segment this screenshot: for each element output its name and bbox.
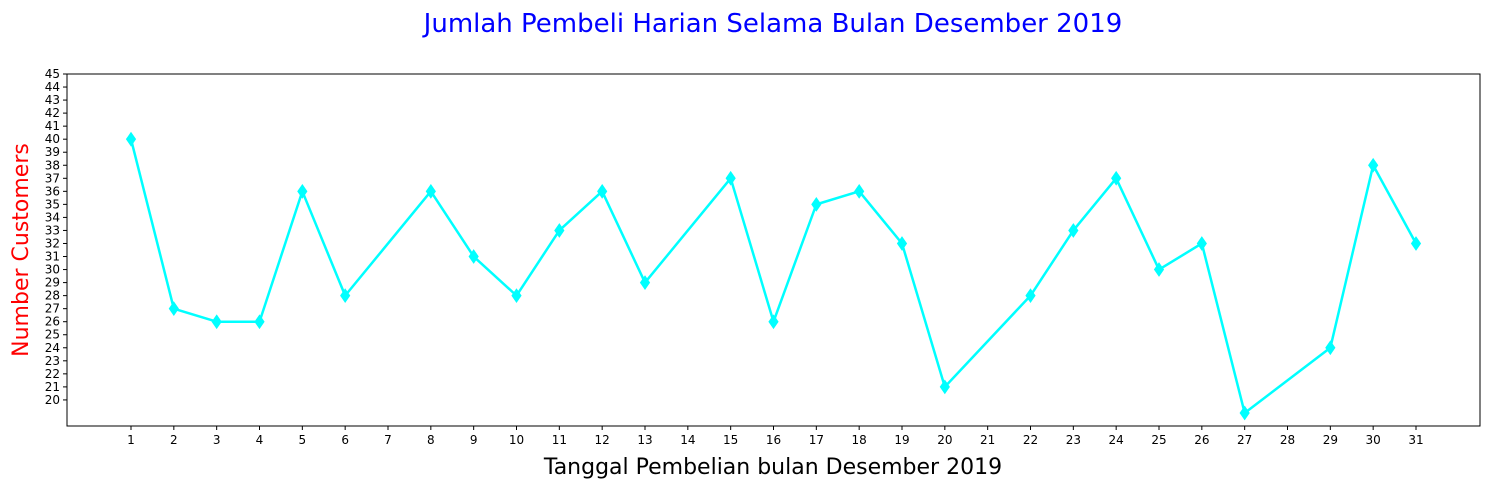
x-tick-label: 11: [552, 433, 567, 447]
y-tick-label: 39: [45, 145, 60, 159]
y-tick-label: 30: [45, 263, 60, 277]
y-tick-label: 38: [45, 158, 60, 172]
data-point-marker: [939, 379, 950, 395]
data-point-marker: [1196, 236, 1207, 251]
x-tick-label: 27: [1237, 433, 1252, 447]
x-tick-label: 3: [213, 433, 221, 447]
y-tick-label: 25: [45, 328, 60, 342]
y-tick-label: 24: [45, 341, 60, 355]
x-tick-label: 26: [1194, 433, 1209, 447]
x-tick-label: 1: [127, 433, 135, 447]
y-tick-label: 22: [45, 367, 60, 381]
y-axis: 2021222324252627282930313233343536373839…: [45, 67, 67, 407]
x-tick-label: 4: [256, 433, 264, 447]
x-tick-label: 16: [766, 433, 781, 447]
x-tick-label: 8: [427, 433, 435, 447]
y-tick-label: 31: [45, 250, 60, 264]
y-tick-label: 36: [45, 184, 60, 198]
x-axis: 1 2 3 4 5 6 7 8 9 10 11 12 13 14 15 16 17 18 19 20 21 22 23 24 2…: [127, 426, 1424, 447]
data-point-marker: [1239, 405, 1250, 421]
x-tick-label: 9: [470, 433, 478, 447]
y-tick-label: 29: [45, 276, 60, 290]
y-tick-label: 41: [45, 119, 60, 133]
data-point-marker: [768, 314, 779, 330]
y-tick-label: 28: [45, 289, 60, 303]
data-point-marker: [1368, 157, 1379, 173]
data-point-marker: [340, 288, 351, 304]
data-point-marker: [254, 314, 265, 330]
x-tick-label: 15: [723, 433, 738, 447]
x-tick-label: 7: [384, 433, 392, 447]
x-axis-title: Tanggal Pembelian bulan Desember 2019: [543, 455, 1002, 480]
chart-title: Jumlah Pembeli Harian Selama Bulan Desem…: [422, 9, 1123, 39]
data-point-marker: [1025, 288, 1036, 304]
x-tick-label: 23: [1066, 433, 1081, 447]
data-point-marker: [811, 196, 822, 212]
x-tick-label: 10: [509, 433, 524, 447]
x-tick-label: 30: [1366, 433, 1381, 447]
y-tick-label: 21: [45, 380, 60, 394]
y-tick-label: 37: [45, 171, 60, 185]
data-point-marker: [125, 131, 137, 147]
x-tick-label: 13: [637, 433, 652, 447]
x-tick-label: 25: [1151, 433, 1166, 447]
data-point-marker: [468, 249, 479, 264]
y-tick-label: 42: [45, 106, 60, 120]
x-tick-label: 18: [852, 433, 867, 447]
data-point-marker: [896, 236, 908, 251]
x-tick-label: 29: [1323, 433, 1338, 447]
data-point-marker: [425, 183, 436, 199]
data-point-marker: [725, 170, 736, 186]
x-tick-label: 24: [1109, 433, 1124, 447]
y-tick-label: 45: [45, 67, 60, 81]
y-tick-label: 44: [45, 80, 60, 94]
x-tick-label: 6: [341, 433, 349, 447]
y-tick-label: 26: [45, 315, 60, 329]
x-tick-label: 14: [680, 433, 695, 447]
data-point-marker: [1153, 262, 1165, 277]
y-tick-label: 20: [45, 393, 60, 407]
x-tick-label: 21: [980, 433, 995, 447]
y-tick-label: 34: [45, 210, 60, 224]
x-tick-label: 12: [595, 433, 610, 447]
x-tick-label: 31: [1408, 433, 1423, 447]
data-point-marker: [1068, 223, 1079, 238]
x-tick-label: 22: [1023, 433, 1038, 447]
x-tick-label: 20: [937, 433, 952, 447]
y-tick-label: 40: [45, 132, 60, 146]
data-point-marker: [639, 275, 651, 290]
x-tick-label: 19: [894, 433, 909, 447]
x-tick-label: 5: [299, 433, 307, 447]
y-tick-label: 23: [45, 354, 60, 368]
y-tick-label: 35: [45, 197, 60, 211]
series-layer: [125, 131, 1422, 421]
y-tick-label: 27: [45, 302, 60, 316]
x-tick-label: 17: [809, 433, 824, 447]
data-point-marker: [854, 183, 865, 199]
data-point-marker: [211, 314, 222, 330]
data-point-marker: [168, 301, 179, 317]
data-point-marker: [297, 183, 308, 199]
data-point-marker: [1111, 170, 1122, 186]
y-tick-label: 43: [45, 93, 60, 107]
data-point-marker: [1410, 236, 1422, 251]
y-tick-label: 32: [45, 236, 60, 250]
series-line: [129, 138, 1418, 415]
data-point-marker: [597, 183, 608, 199]
y-axis-title: Number Customers: [9, 143, 34, 357]
data-point-marker: [554, 223, 565, 238]
data-point-marker: [511, 288, 522, 304]
y-tick-label: 33: [45, 223, 60, 237]
plot-area-frame: [66, 73, 1481, 427]
x-tick-label: 2: [170, 433, 178, 447]
data-point-marker: [1325, 340, 1336, 356]
x-tick-label: 28: [1280, 433, 1295, 447]
